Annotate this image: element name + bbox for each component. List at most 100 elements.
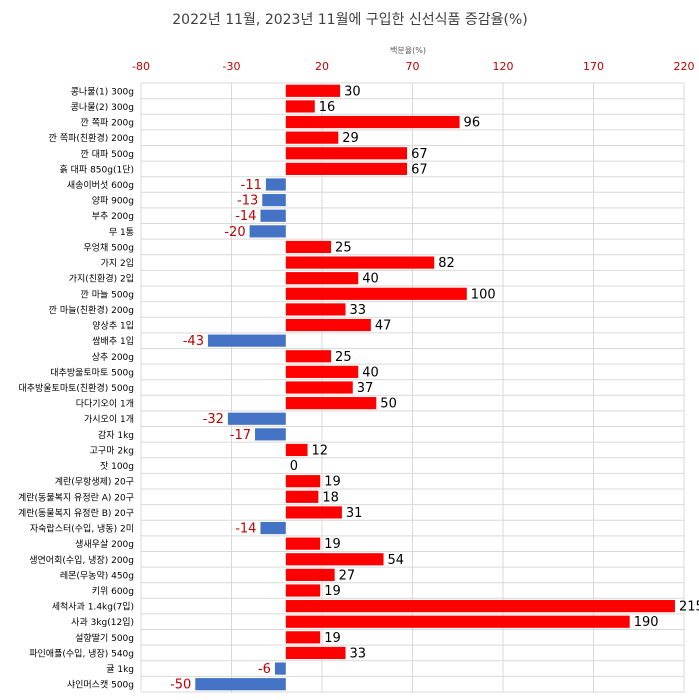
category-label: 흙 대파 850g(1단) — [60, 163, 134, 175]
category-label: 설향딸기 500g — [75, 632, 134, 644]
value-label: 25 — [335, 240, 352, 255]
bar — [285, 600, 675, 613]
category-label: 우엉채 500g — [83, 241, 134, 253]
category-label: 다다기오이 1개 — [76, 399, 134, 410]
category-label: 깐 쪽파(친환경) 200g — [49, 132, 134, 144]
category-label: 레몬(무농약) 450g — [60, 569, 134, 581]
value-label: 19 — [324, 537, 341, 552]
category-label: 계란(동물복지 유정란 A) 20구 — [18, 491, 134, 503]
category-label: 부추 200g — [92, 211, 134, 222]
bar — [285, 147, 408, 160]
category-label: 대추방울토마토 500g — [50, 367, 134, 378]
category-label: 계란(동물복지 유정란 B) 20구 — [18, 507, 134, 519]
category-label: 양상추 1입 — [92, 320, 134, 332]
bar — [285, 287, 467, 300]
value-label: -13 — [237, 194, 258, 209]
value-label: 16 — [319, 100, 336, 115]
category-label: 가지 2입 — [101, 257, 134, 269]
bar — [285, 475, 321, 488]
value-label: -32 — [203, 412, 224, 427]
value-label: -6 — [258, 662, 271, 677]
x-tick-label: 20 — [315, 60, 329, 73]
value-label: 190 — [634, 615, 659, 630]
value-label: 50 — [380, 397, 397, 412]
bar — [195, 678, 286, 691]
value-label: -14 — [235, 522, 256, 537]
value-label: 29 — [342, 131, 359, 146]
value-label: 30 — [344, 84, 361, 99]
value-label: -17 — [230, 428, 251, 443]
bar — [285, 84, 341, 97]
value-label: -43 — [183, 334, 204, 349]
bar — [285, 240, 332, 254]
chart-title: 2022년 11월, 2023년 11월에 구입한 신선식품 증감율(%) — [172, 12, 527, 28]
bar — [285, 272, 359, 285]
category-label: 자숙랍스터(수입, 냉동) 2미 — [30, 523, 134, 535]
x-tick-label: 220 — [674, 60, 695, 73]
bar — [285, 303, 346, 316]
bar — [285, 397, 377, 410]
category-label: 가지(친환경) 2입 — [69, 273, 134, 285]
value-label: 47 — [375, 319, 392, 334]
value-label: 54 — [388, 553, 405, 568]
bar — [285, 350, 332, 363]
value-label: 31 — [346, 506, 363, 521]
category-label: 깐 쪽파 200g — [81, 118, 134, 129]
value-label: 40 — [362, 365, 379, 380]
gridlines — [140, 82, 685, 693]
category-label: 상추 200g — [92, 352, 134, 363]
bar — [249, 225, 286, 238]
bar — [260, 209, 286, 222]
x-tick-label: 170 — [583, 60, 604, 73]
category-label: 파인애플(수입, 냉장) 540g — [29, 647, 134, 659]
bar — [274, 662, 286, 675]
category-label: 잣 100g — [100, 461, 134, 472]
category-label: 깐 마늘 500g — [81, 289, 134, 300]
bar — [260, 521, 286, 535]
category-label: 대추방울토마토(친환경) 500g — [18, 382, 134, 394]
value-label: 215 — [679, 600, 699, 615]
category-label: 깐 마늘(친환경) 200g — [49, 304, 134, 316]
category-label: 가시오이 1개 — [84, 414, 134, 425]
bar — [285, 631, 321, 644]
category-label: 새송이버섯 600g — [67, 180, 134, 191]
category-label: 키위 600g — [92, 586, 134, 597]
category-label: 감자 1kg — [98, 429, 134, 441]
value-label: 67 — [411, 147, 428, 162]
value-label: 33 — [350, 646, 367, 661]
category-label: 귤 1kg — [106, 664, 134, 675]
bar — [285, 100, 315, 113]
value-label: 18 — [322, 490, 339, 505]
value-label: 25 — [335, 350, 352, 365]
bar — [262, 194, 286, 207]
value-label: 67 — [411, 162, 428, 177]
value-label: 19 — [324, 584, 341, 599]
bar — [207, 334, 286, 347]
x-tick-label: -80 — [132, 60, 150, 73]
x-axis-label: 백분율(%) — [390, 45, 426, 55]
category-label: 양파 900g — [92, 196, 134, 207]
value-label: 12 — [312, 443, 329, 458]
value-label: -50 — [170, 678, 191, 693]
bar — [227, 412, 286, 425]
category-label: 콩나물(1) 300g — [71, 86, 134, 97]
bars — [195, 84, 675, 691]
bar — [285, 381, 353, 394]
bar — [285, 443, 308, 457]
bar — [285, 162, 408, 175]
value-label: 40 — [362, 272, 379, 287]
category-label: 생새우살 200g — [75, 539, 134, 550]
bar — [285, 365, 359, 378]
bar — [285, 131, 339, 144]
value-label: 19 — [324, 475, 341, 490]
value-label: 27 — [339, 568, 356, 583]
value-label: -20 — [224, 225, 245, 240]
bar — [285, 646, 346, 660]
value-label: -14 — [235, 209, 256, 224]
bar — [285, 537, 321, 550]
bar — [285, 615, 630, 628]
category-label: 세척사과 1.4kg(7입) — [52, 601, 134, 613]
bar — [285, 506, 342, 519]
value-label: 19 — [324, 631, 341, 646]
